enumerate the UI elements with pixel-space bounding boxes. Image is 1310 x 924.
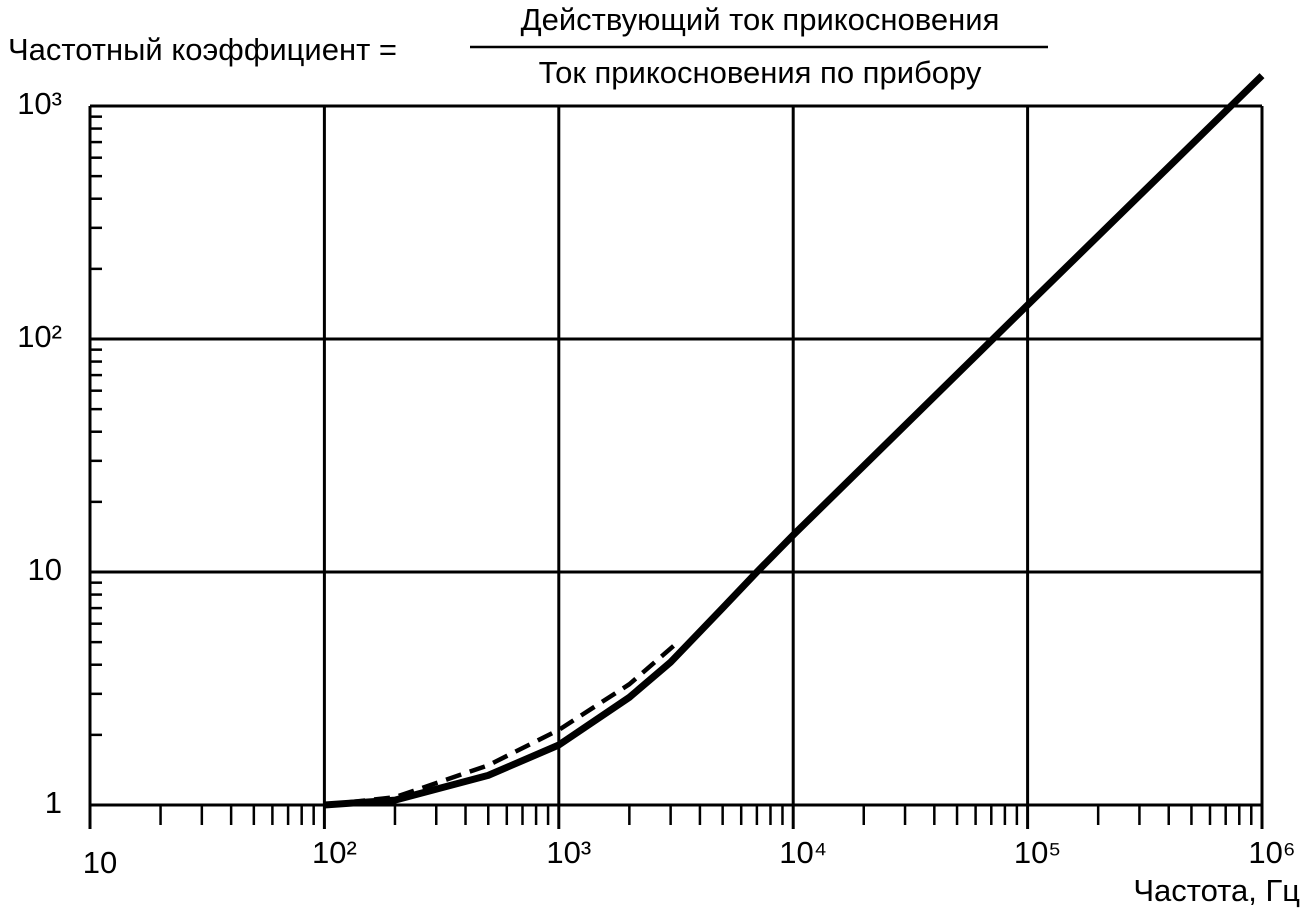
y-tick-label: 10³ [17, 86, 62, 121]
title-denominator: Ток прикосновения по прибору [539, 55, 982, 90]
x-axis-label: Частота, Гц [1133, 873, 1300, 908]
solid-line [324, 73, 1265, 809]
chart-title: Частотный коэффициент = [8, 32, 397, 67]
title-numerator: Действующий ток прикосновения [521, 2, 1000, 37]
y-tick-label: 10² [17, 319, 62, 354]
x-tick-label: 10³ [546, 835, 591, 870]
x-tick-label: 10² [312, 835, 357, 870]
y-tick-label: 1 [45, 785, 62, 820]
x-tick-label: 10⁵ [1014, 835, 1061, 870]
dashed-line [324, 638, 682, 808]
x-tick-label: 10⁶ [1248, 835, 1295, 870]
x-tick-label: 10⁴ [779, 835, 827, 870]
x-tick-label: 10 [83, 845, 117, 880]
y-tick-label: 10 [28, 552, 62, 587]
